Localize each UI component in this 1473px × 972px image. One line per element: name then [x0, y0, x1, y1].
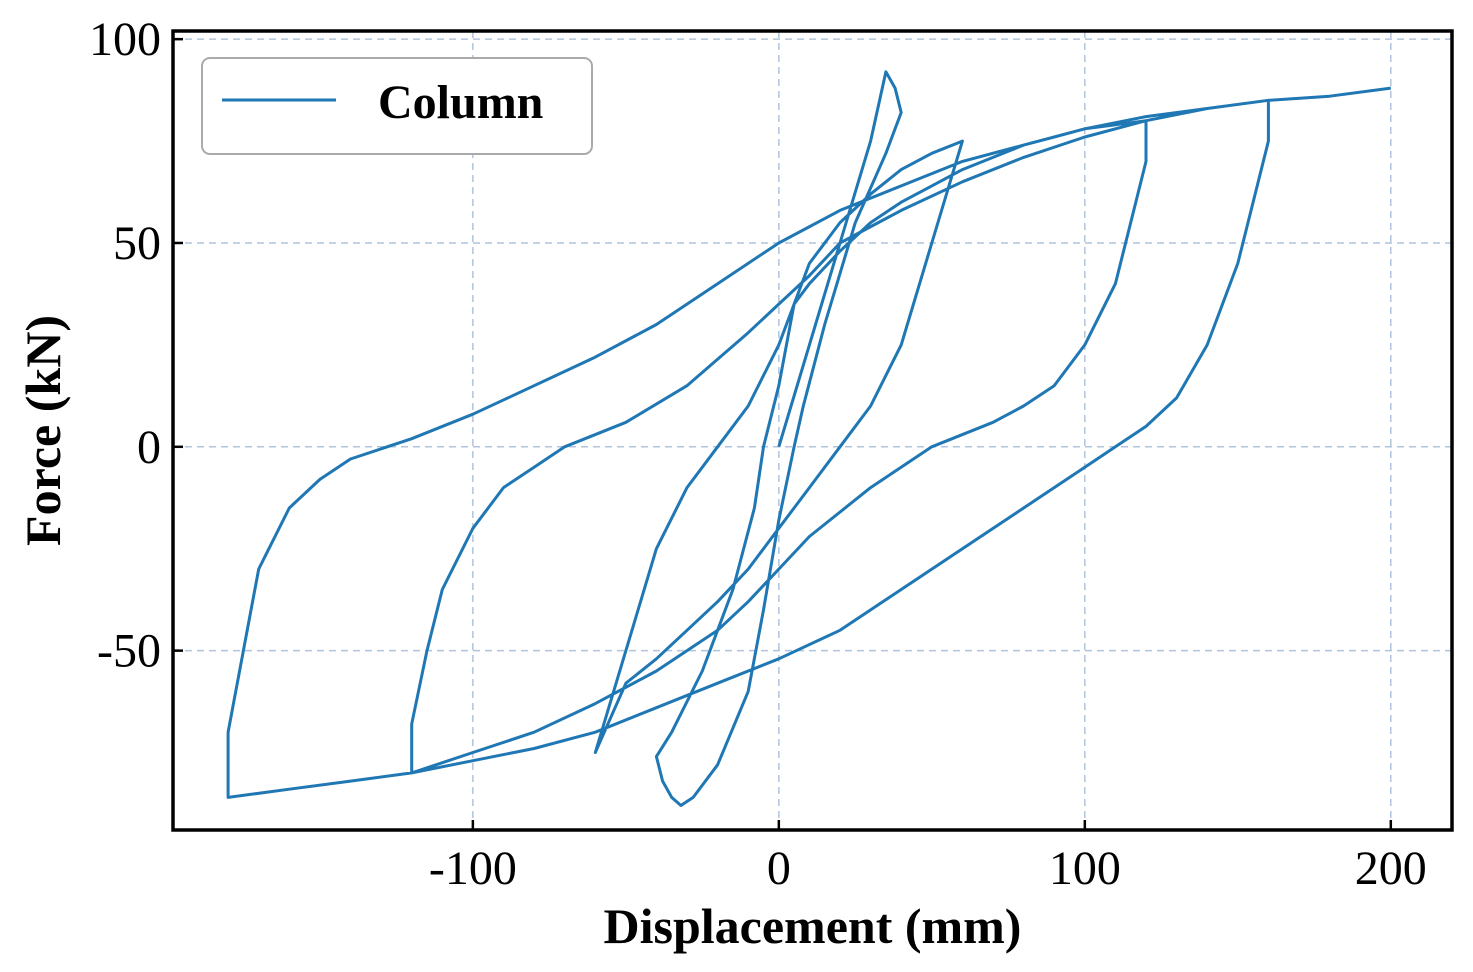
y-tick-label: 100	[89, 13, 161, 66]
x-tick-label: -100	[429, 842, 517, 895]
legend: Column	[201, 57, 593, 155]
legend-box	[201, 57, 593, 155]
x-tick-label: 200	[1355, 842, 1427, 895]
series-line-column	[226, 70, 1391, 807]
x-tick-label: 100	[1049, 842, 1121, 895]
y-tick-label: 0	[137, 421, 161, 474]
y-tick-label: -50	[97, 625, 161, 678]
y-axis-ticks: -50 0 50 100	[89, 13, 183, 678]
x-axis-title: Displacement (mm)	[604, 898, 1022, 954]
axes-frame	[171, 29, 1454, 832]
plot-series	[226, 70, 1391, 807]
x-tick-label: 0	[767, 842, 791, 895]
grid-lines	[173, 31, 1452, 830]
y-axis-title: Force (kN)	[15, 315, 71, 546]
y-tick-label: 50	[113, 217, 161, 270]
x-axis-ticks: -100 0 100 200	[429, 820, 1427, 895]
legend-label-column: Column	[378, 76, 543, 129]
